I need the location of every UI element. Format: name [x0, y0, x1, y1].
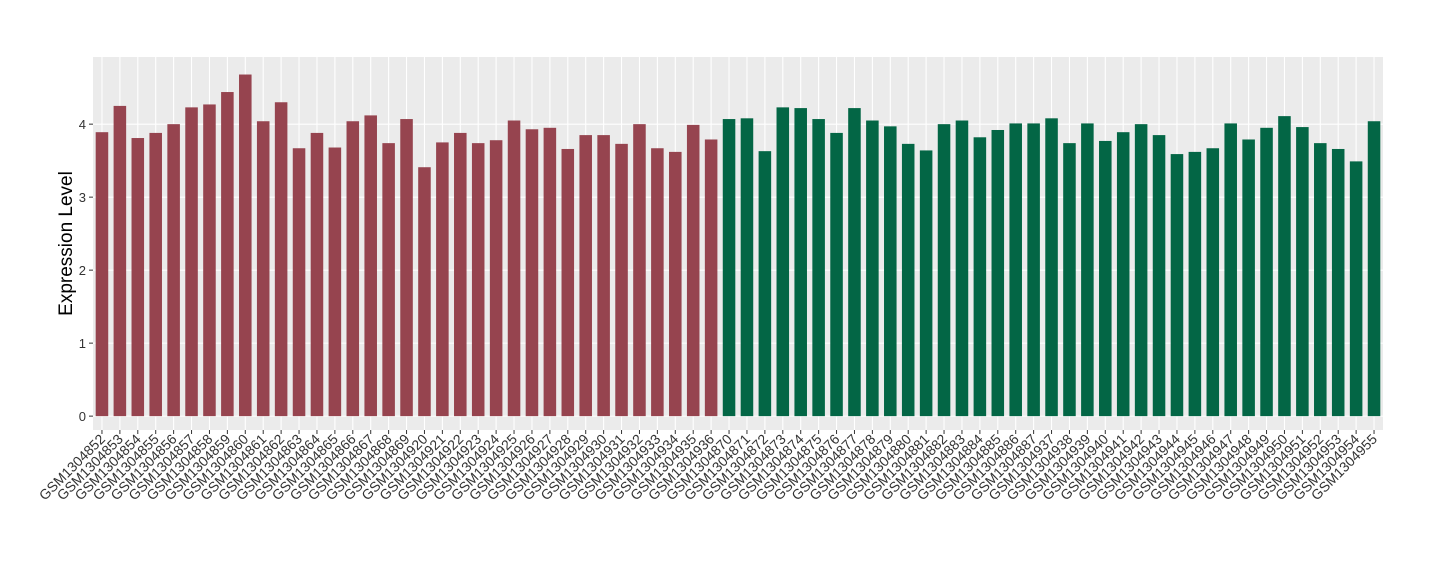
bar	[955, 120, 969, 417]
bar	[884, 126, 897, 417]
bar	[454, 132, 467, 417]
bar	[346, 121, 360, 417]
bar	[1314, 143, 1327, 417]
bar	[113, 105, 127, 417]
bar	[651, 148, 664, 417]
bar	[507, 120, 521, 417]
bar	[1349, 161, 1363, 417]
bar	[794, 108, 807, 417]
bar	[830, 132, 843, 417]
bar	[704, 139, 718, 417]
bar	[256, 121, 270, 417]
bar	[776, 107, 790, 417]
bar	[1063, 143, 1076, 417]
bar	[436, 142, 449, 417]
bar	[1134, 124, 1148, 417]
bar	[669, 151, 682, 417]
bar	[973, 137, 987, 417]
panel	[93, 57, 1383, 430]
bar	[1224, 123, 1237, 417]
bar	[131, 138, 145, 417]
bar	[758, 151, 772, 417]
bar	[328, 147, 342, 417]
bar	[1278, 116, 1291, 417]
bar	[274, 102, 288, 417]
bar	[1331, 148, 1345, 417]
bar	[525, 129, 539, 417]
bar	[1045, 118, 1058, 417]
y-tick-label: 4	[79, 117, 86, 132]
bar	[848, 108, 861, 417]
bar	[615, 143, 628, 417]
bar	[149, 132, 162, 417]
bar	[221, 92, 234, 417]
bar	[866, 120, 879, 417]
bar	[239, 74, 252, 417]
bar	[1116, 132, 1130, 417]
bar	[543, 127, 557, 417]
bar	[812, 119, 825, 417]
y-tick-label: 3	[79, 190, 86, 205]
bar	[310, 132, 324, 417]
bar	[1099, 140, 1112, 417]
bar	[185, 107, 198, 417]
bar	[579, 135, 592, 417]
y-tick-label: 1	[79, 336, 86, 351]
y-axis-label: Expression Level	[56, 171, 77, 316]
bar	[1170, 154, 1184, 417]
bar	[292, 148, 306, 417]
bar	[686, 124, 700, 417]
bar	[418, 167, 431, 417]
bar	[400, 119, 413, 417]
bar	[740, 118, 754, 417]
bar	[561, 148, 575, 417]
bar	[1206, 148, 1220, 417]
bar	[1027, 123, 1040, 417]
bar	[489, 140, 503, 417]
y-tick-label: 0	[79, 409, 86, 424]
bar	[633, 124, 646, 417]
bar	[597, 135, 610, 417]
bar	[901, 143, 915, 417]
bar	[1296, 127, 1309, 417]
bar	[471, 143, 485, 417]
bar	[1009, 123, 1022, 417]
bar	[937, 124, 951, 417]
bar	[167, 124, 180, 417]
bar	[1188, 151, 1202, 417]
bar	[382, 143, 395, 417]
y-tick-label: 2	[79, 263, 86, 278]
bar	[919, 150, 933, 417]
bar	[203, 104, 216, 417]
bar	[364, 115, 377, 417]
bar	[95, 132, 109, 417]
bar	[991, 129, 1005, 417]
bar	[1242, 139, 1255, 417]
bar	[1260, 127, 1273, 417]
bar	[722, 119, 736, 417]
bar	[1367, 121, 1381, 417]
bar	[1081, 123, 1094, 417]
bar	[1152, 135, 1166, 417]
